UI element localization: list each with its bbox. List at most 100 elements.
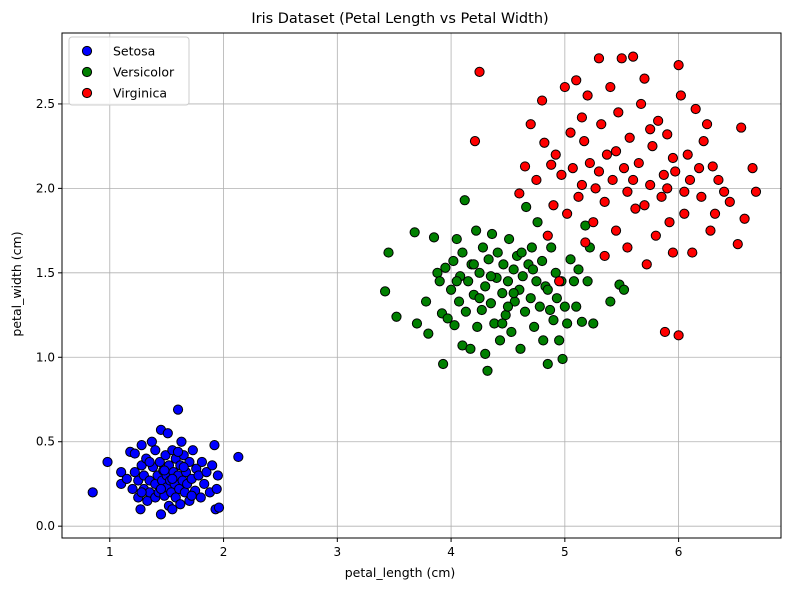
data-point [628, 51, 639, 62]
data-point [579, 135, 590, 147]
plot-frame [61, 32, 782, 539]
data-point [693, 163, 705, 174]
data-point [550, 267, 561, 278]
data-point [739, 213, 750, 224]
data-point [670, 166, 681, 177]
data-point [525, 293, 536, 304]
data-point [573, 264, 584, 275]
data-point [658, 169, 669, 180]
data-point [599, 196, 610, 207]
x-axis-ticks: 1 2 3 4 5 6 [106, 538, 682, 559]
data-point [576, 112, 588, 123]
data-point [542, 230, 553, 241]
data-point [162, 428, 173, 439]
data-point [383, 247, 394, 258]
data-point [150, 445, 161, 456]
data-point [562, 208, 573, 219]
data-point [667, 152, 679, 164]
data-point [582, 90, 593, 101]
data-point [498, 259, 509, 270]
data-point [593, 166, 605, 177]
data-point [516, 247, 527, 258]
data-point [696, 191, 707, 202]
data-point [736, 122, 747, 133]
data-point [172, 404, 184, 415]
data-point [379, 286, 391, 297]
data-point [559, 81, 570, 93]
data-point [542, 358, 553, 370]
data-point [576, 316, 588, 327]
data-point [453, 296, 465, 307]
data-point [121, 473, 132, 484]
legend-marker [81, 45, 93, 57]
data-point [460, 306, 471, 317]
data-point [641, 259, 652, 270]
data-point [724, 196, 735, 207]
data-point [667, 247, 679, 258]
data-point [593, 53, 605, 64]
data-point [527, 264, 539, 275]
data-point [423, 328, 434, 339]
data-point [573, 191, 584, 202]
data-point [605, 81, 616, 93]
data-point [610, 146, 622, 157]
data-point [536, 95, 548, 106]
data-point [521, 201, 532, 213]
data-point [451, 276, 462, 287]
data-point [571, 301, 582, 312]
data-point [492, 247, 503, 258]
data-point [519, 306, 531, 317]
legend-label: Versicolor [113, 65, 175, 80]
data-point [485, 298, 496, 309]
data-point [476, 304, 487, 316]
y-axis-label: petal_width (cm) [9, 231, 24, 336]
data-point [673, 330, 684, 341]
data-point [211, 483, 222, 495]
data-point [525, 119, 536, 130]
data-point [500, 309, 511, 321]
data-point [428, 232, 440, 243]
data-point [502, 276, 514, 287]
data-point [584, 157, 595, 169]
data-point [599, 250, 610, 262]
legend-marker [81, 66, 93, 78]
data-point [195, 492, 206, 503]
data-point [517, 271, 528, 282]
data-point [531, 276, 542, 287]
data-point [580, 237, 591, 248]
data-point [673, 59, 684, 71]
data-point [472, 321, 483, 332]
data-point [127, 483, 138, 495]
data-point [482, 365, 493, 376]
data-point [409, 227, 420, 238]
data-point [129, 448, 140, 459]
y-tick-label: 2.5 [36, 97, 55, 111]
x-tick-label: 6 [675, 545, 683, 559]
data-point [647, 141, 658, 152]
data-point [471, 225, 482, 236]
data-point [546, 159, 557, 170]
data-point [176, 436, 187, 447]
data-point [155, 509, 167, 520]
data-point [515, 343, 526, 354]
data-point [434, 276, 445, 287]
legend-label: Setosa [113, 44, 155, 59]
data-point [459, 195, 470, 206]
data-point [102, 456, 113, 468]
data-point [562, 318, 573, 329]
data-point [531, 174, 542, 186]
data-point [532, 217, 543, 228]
data-point [630, 203, 641, 214]
data-point [559, 301, 570, 312]
data-point [420, 296, 432, 307]
y-tick-label: 0.5 [36, 435, 55, 449]
x-tick-label: 2 [220, 545, 228, 559]
data-point [519, 161, 531, 172]
data-point [628, 174, 639, 186]
data-point [167, 473, 178, 484]
data-point [172, 446, 184, 457]
data-point [542, 284, 553, 295]
data-point [622, 242, 633, 253]
data-point [554, 335, 565, 346]
